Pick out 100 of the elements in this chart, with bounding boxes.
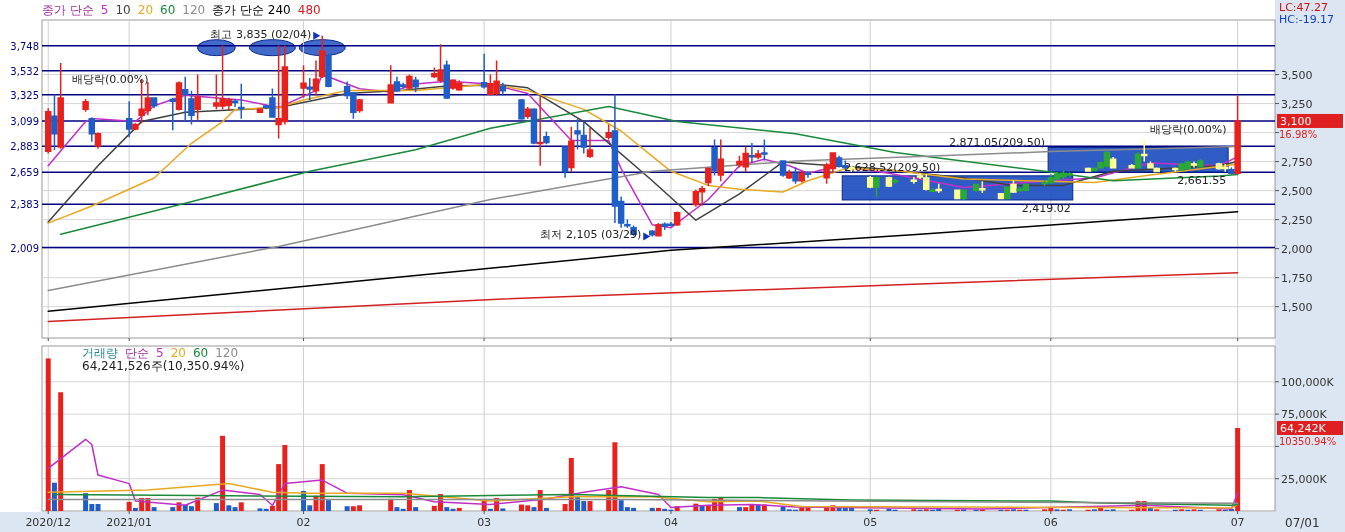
bar — [456, 507, 462, 511]
x-tick-label: 03 — [477, 516, 492, 529]
ref-line-label: 2,659 — [10, 167, 39, 179]
y-tick-label: 1,750 — [1281, 271, 1313, 285]
text: 5 — [100, 3, 109, 17]
bar — [500, 508, 506, 511]
candlestick — [231, 98, 239, 108]
candlestick — [524, 106, 531, 120]
text: 120 — [215, 346, 239, 360]
line-series — [47, 482, 1239, 509]
x-tick-label: 2021/01 — [106, 516, 153, 529]
bar — [151, 507, 157, 511]
ref-line-label: 2,883 — [10, 141, 39, 153]
candlestick — [530, 107, 538, 145]
x-tick-label: 04 — [663, 516, 678, 529]
ref-line-label: 2,383 — [10, 199, 39, 211]
text: 07/01 — [1285, 516, 1320, 530]
annotation: 2,871.05(209.50) — [949, 135, 1046, 149]
bar — [886, 508, 892, 511]
legend-title: 단순 — [125, 346, 149, 360]
candlestick — [181, 76, 189, 122]
line-series — [47, 438, 1239, 510]
bar — [444, 507, 450, 511]
candlestick — [443, 59, 451, 100]
candlestick — [312, 59, 320, 97]
candlestick — [175, 80, 183, 112]
candlestick — [1128, 163, 1136, 170]
bar — [238, 502, 244, 511]
candlestick — [748, 142, 756, 164]
bar — [213, 503, 219, 511]
bar — [649, 507, 655, 511]
annotation: 2,661.55 — [1177, 174, 1227, 187]
y-tick-label: 100,000K — [1281, 375, 1335, 389]
candlestick — [125, 100, 133, 138]
bar — [263, 508, 269, 511]
x-tick-label: 06 — [1043, 516, 1058, 529]
candlestick — [536, 94, 544, 167]
candlestick — [705, 166, 712, 187]
candlestick — [779, 159, 787, 178]
candlestick — [568, 126, 575, 173]
y-tick-label: 25,000K — [1281, 472, 1328, 486]
text: 60 — [192, 346, 209, 360]
text: 거래량 — [82, 346, 118, 360]
ref-line-label: 2,009 — [10, 242, 39, 254]
text: 120 — [182, 3, 206, 17]
candlestick — [866, 175, 874, 190]
candlestick — [300, 64, 307, 99]
x-tick-label: 07 — [1230, 516, 1245, 529]
candlestick — [935, 182, 942, 194]
candlestick — [406, 73, 413, 91]
candlestick — [325, 52, 332, 89]
candlestick — [754, 149, 762, 161]
text: 60 — [160, 3, 176, 17]
bar — [344, 506, 350, 511]
candlestick — [1234, 94, 1241, 176]
candlestick — [480, 52, 488, 90]
bar — [487, 508, 493, 511]
text: 16.98% — [1279, 128, 1318, 140]
candlestick — [306, 77, 314, 101]
candlestick — [586, 127, 594, 159]
candlestick — [792, 166, 799, 185]
candlestick — [786, 168, 793, 180]
candlestick — [518, 98, 525, 121]
text: 20 — [170, 346, 186, 360]
bar — [170, 507, 176, 511]
y-tick-label: 2,250 — [1281, 213, 1313, 227]
bar — [400, 508, 406, 511]
candlestick — [1140, 138, 1148, 163]
text: 10350.94% — [1279, 435, 1337, 447]
annotation: 최저 2,105 (03/29) — [540, 228, 642, 242]
candlestick — [1010, 179, 1017, 194]
candlestick — [44, 107, 52, 155]
candlestick — [1134, 151, 1142, 170]
candlestick — [761, 138, 768, 162]
bar — [1147, 507, 1153, 511]
candlestick — [1109, 156, 1117, 170]
ref-line-label: 3,748 — [10, 40, 39, 52]
annotation: 배당락(0.00%) — [1150, 123, 1227, 136]
candlestick — [929, 187, 936, 193]
x-tick-label: 02 — [296, 516, 311, 529]
candlestick — [387, 64, 394, 105]
y-tick-label: 2,750 — [1281, 155, 1313, 169]
candlestick — [804, 171, 812, 179]
candlestick — [580, 121, 588, 155]
line-series — [47, 272, 1239, 323]
annotation: 배당락(0.00%) — [72, 73, 149, 86]
legend-title: 종가 단순 — [42, 3, 94, 17]
candlestick — [1084, 166, 1092, 173]
candlestick — [194, 73, 201, 121]
candlestick — [910, 175, 918, 185]
candlestick — [798, 170, 805, 184]
text: 종가 단순 240 — [212, 3, 291, 17]
y-tick-label: 2,000 — [1281, 242, 1313, 256]
candlestick — [150, 97, 158, 109]
candlestick — [1190, 160, 1198, 169]
candlestick — [954, 188, 961, 201]
candlestick — [574, 117, 581, 151]
candlestick — [57, 62, 64, 150]
ref-line-label: 3,532 — [10, 65, 39, 77]
candlestick — [885, 175, 893, 188]
